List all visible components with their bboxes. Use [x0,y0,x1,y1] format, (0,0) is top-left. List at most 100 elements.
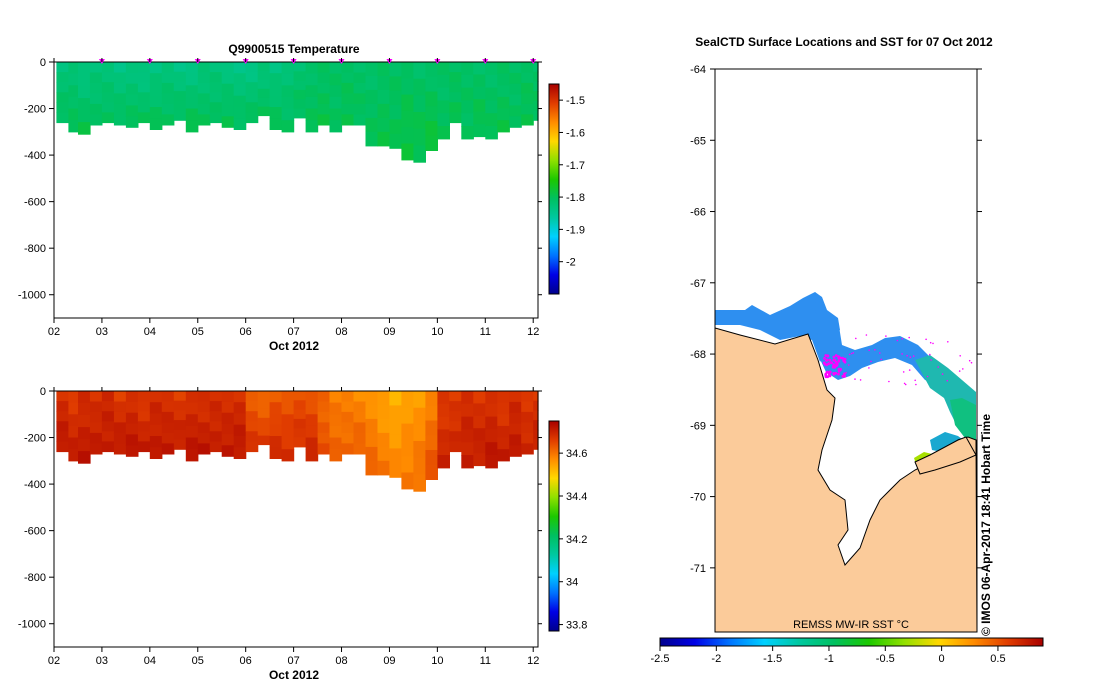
section-cell [485,74,498,89]
temperature-x-axis: 02 03 04 05 06 07 08 09 10 11 12 [48,58,539,338]
section-cell [521,391,534,403]
section-cell [497,449,510,462]
section-cell [197,443,211,455]
section-cell [521,82,534,94]
section-cell [125,62,139,74]
section-cell [245,441,259,453]
section-cell [437,74,450,89]
track-point [865,334,868,336]
section-cell [485,429,498,443]
section-cell [401,94,414,112]
section-cell [209,82,223,93]
section-cell [209,401,223,412]
section-cell [413,407,426,425]
section-cell [89,82,103,94]
section-cell [305,414,319,427]
section-cell [401,127,414,145]
section-cell [329,62,343,75]
sst-label: REMSS MW-IR SST °C [793,619,909,631]
track-point [825,371,829,374]
section-cell [101,112,115,124]
section-cell [365,418,379,434]
section-cell [353,72,367,84]
section-cell [173,91,187,102]
section-cell [341,432,355,444]
section-cell [437,100,450,114]
section-cell [389,434,402,450]
track-point [901,338,903,340]
track-point [855,337,857,340]
section-cell [197,114,211,126]
section-cell [281,108,295,121]
section-cell [389,105,402,121]
section-cell [341,82,355,94]
track-point [888,380,890,383]
track-point [901,353,903,355]
section-cell [473,453,486,467]
section-cell [173,429,187,441]
section-cell [473,428,486,442]
section-cell [68,414,79,427]
imos-stamp: © IMOS 06-Apr-2017 18:41 Hobart Time [976,360,998,640]
section-cell [389,448,402,464]
section-cell [521,72,534,84]
section-cell [56,92,69,103]
salinity-cells [56,391,539,492]
section-cell [161,391,175,403]
temperature-xlabel: Oct 2012 [269,339,319,353]
section-cell [461,429,474,443]
track-point [823,357,826,360]
track-point [854,378,856,380]
section-cell [197,62,211,74]
section-cell [317,391,331,403]
section-cell [125,401,139,414]
sst-tick-label: 0 [939,653,945,665]
track-point [909,356,912,359]
section-cell [56,391,69,402]
section-cell [425,135,438,151]
section-cell [221,434,235,446]
section-cell [377,405,391,420]
track-point [870,360,872,363]
track-point [832,363,836,367]
track-point [925,338,927,341]
track-point [904,383,907,386]
y-tick-label: -1000 [18,619,46,631]
section-cell [269,73,283,85]
section-cell [365,131,379,147]
section-cell [473,440,486,454]
section-cell [497,120,510,133]
section-cell [473,111,486,125]
section-cell [461,113,474,127]
track-point [930,359,932,361]
section-cell [221,105,235,117]
colorbar-tick-label: 34.4 [566,491,587,503]
section-cell [509,401,522,414]
section-cell [281,73,295,86]
section-cell [113,103,127,115]
section-cell [185,425,199,439]
section-cell [341,103,355,115]
section-cell [317,93,331,105]
track-point [835,363,839,367]
section-cell [125,445,139,457]
track-point [929,341,932,344]
section-cell [461,100,474,114]
section-cell [68,449,79,462]
section-cell [68,62,79,75]
track-point [962,368,964,370]
section-cell [329,96,343,110]
y-tick-label: -200 [24,104,46,116]
section-cell [485,403,498,418]
section-cell [233,84,247,97]
section-cell [497,108,510,121]
section-cell [485,416,498,430]
section-cell [449,431,462,442]
section-cell [509,83,522,96]
section-cell [113,411,127,423]
section-cell [137,72,151,83]
section-cell [245,82,259,93]
section-cell [425,106,438,122]
section-cell [221,72,235,85]
section-cell [245,401,259,412]
